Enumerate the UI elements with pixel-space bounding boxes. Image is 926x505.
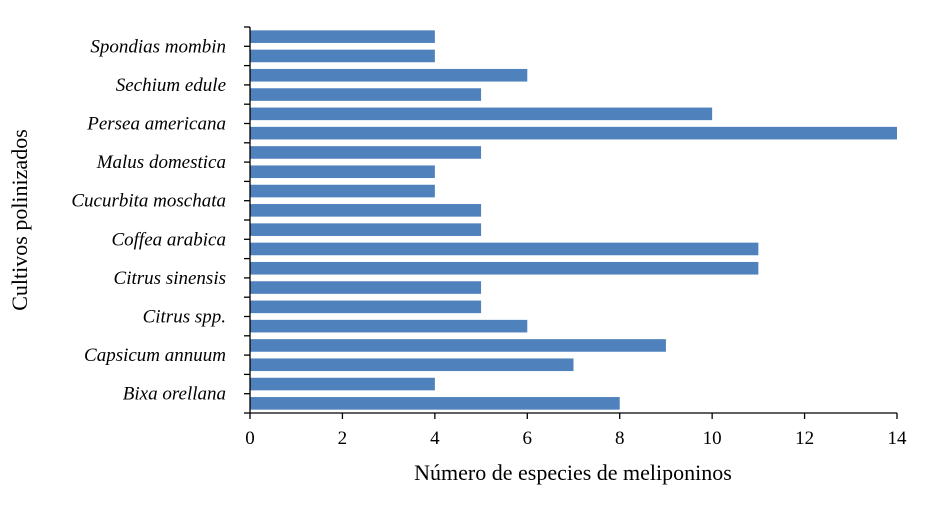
bar: [250, 319, 528, 333]
x-tick-label: 14: [888, 428, 908, 449]
x-tick-label: 6: [523, 428, 533, 449]
bar: [250, 107, 713, 121]
category-label: Cucurbita moschata: [71, 191, 226, 212]
category-label: Bixa orellana: [123, 384, 226, 405]
bar: [250, 88, 482, 101]
x-tick-label: 8: [615, 428, 625, 449]
bar: [250, 223, 482, 236]
category-labels-group: Bixa orellana Capsicum annuum Citrus spp. C…: [71, 36, 226, 404]
category-label: Persea americana: [86, 114, 226, 135]
x-tick-label: 0: [245, 428, 255, 449]
bar: [250, 165, 435, 179]
category-label: Capsicum annuum: [84, 345, 226, 366]
category-label: Malus domestica: [96, 152, 226, 173]
bar: [250, 242, 759, 256]
bar: [250, 184, 435, 198]
bar: [250, 397, 620, 410]
category-label: Citrus sinensis: [114, 268, 226, 289]
x-ticks-group: 0 2 4 6 8 10 12 14: [245, 413, 907, 449]
category-label: Spondias mombin: [90, 36, 226, 57]
x-tick-label: 2: [338, 428, 348, 449]
category-label: Citrus spp.: [143, 307, 226, 328]
x-tick-label: 10: [703, 428, 722, 449]
y-axis-title: Cultivos polinizados: [7, 129, 32, 311]
bar: [250, 126, 897, 140]
y-ticks-group: [244, 26, 250, 414]
bar: [250, 377, 435, 391]
bar: [250, 204, 482, 217]
category-label: Coffea arabica: [111, 229, 226, 250]
bar: [250, 358, 574, 372]
bar: [250, 300, 482, 314]
bar: [250, 49, 435, 63]
axes-group: [249, 27, 897, 414]
bar: [250, 30, 435, 43]
category-label: Sechium edule: [116, 75, 226, 96]
bar: [250, 68, 528, 82]
x-tick-label: 4: [430, 428, 440, 449]
bar: [250, 261, 759, 275]
x-axis-title: Número de especies de meliponinos: [414, 460, 732, 485]
bar: [250, 146, 482, 159]
x-tick-label: 12: [795, 428, 814, 449]
bar: [250, 281, 482, 294]
bar: [250, 339, 666, 352]
bars-group: [250, 30, 897, 410]
